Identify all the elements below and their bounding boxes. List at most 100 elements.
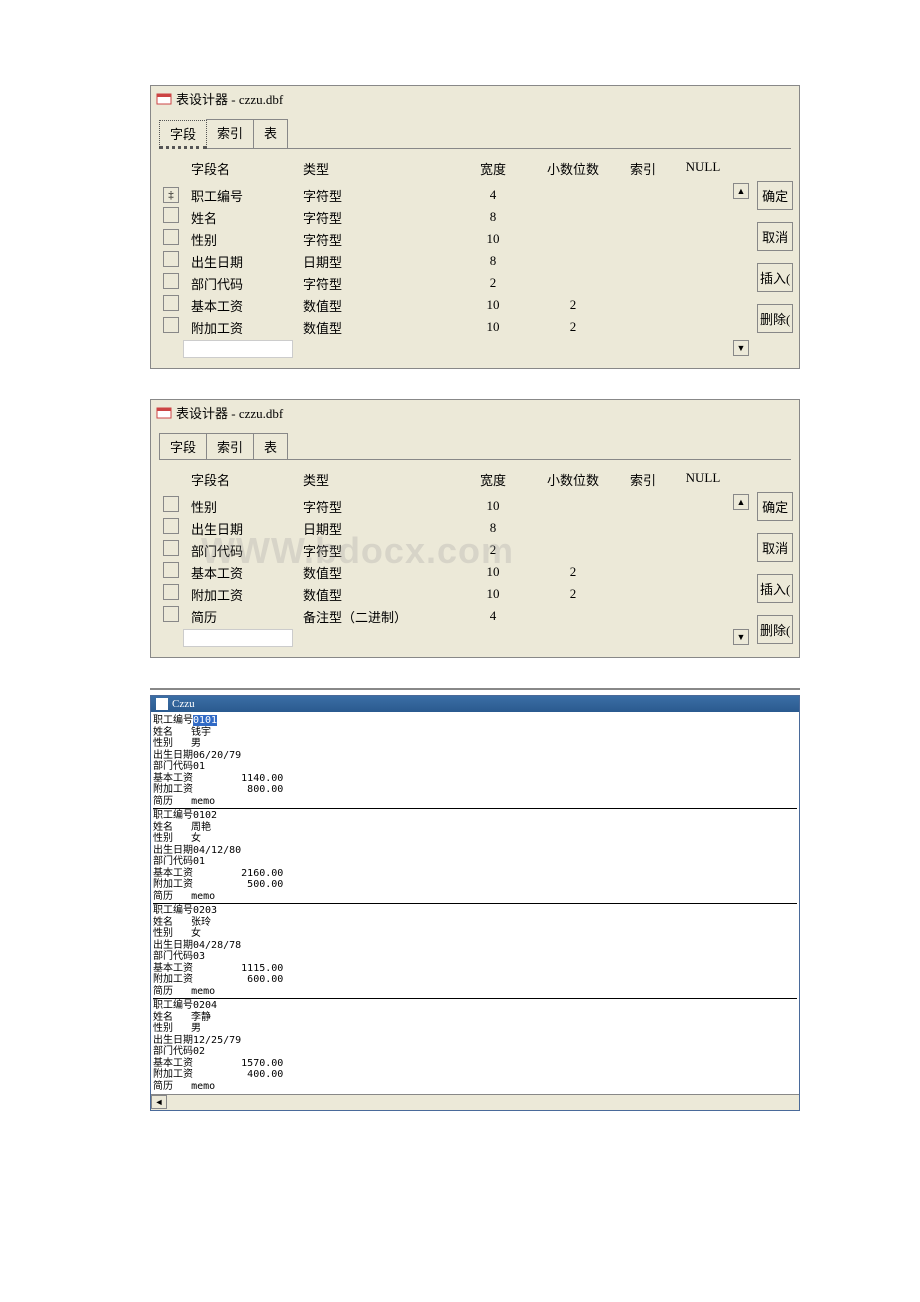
field-width-cell[interactable]: 10 (453, 297, 533, 313)
new-field-input[interactable] (183, 340, 293, 358)
row-handle[interactable] (159, 518, 183, 538)
field-name-cell[interactable]: 部门代码 (183, 274, 303, 293)
field-dec-cell[interactable]: 2 (533, 297, 613, 313)
empty-field-row[interactable] (159, 627, 733, 649)
row-handle[interactable] (159, 562, 183, 582)
row-handle[interactable] (159, 207, 183, 227)
field-name-cell[interactable]: 基本工资 (183, 296, 303, 315)
field-row[interactable]: ‡职工编号字符型4 (159, 184, 733, 206)
field-width-cell[interactable]: 8 (453, 253, 533, 269)
row-handle[interactable] (159, 496, 183, 516)
cancel-button[interactable]: 取消 (757, 533, 793, 562)
field-row[interactable]: 部门代码字符型2 (159, 539, 733, 561)
scroll-up-button[interactable]: ▲ (733, 494, 749, 510)
cancel-button[interactable]: 取消 (757, 222, 793, 251)
field-type-cell[interactable]: 字符型 (303, 230, 453, 249)
field-type-cell[interactable]: 数值型 (303, 585, 453, 604)
row-handle[interactable] (159, 317, 183, 337)
field-name-cell[interactable]: 简历 (183, 607, 303, 626)
field-type-cell[interactable]: 备注型（二进制） (303, 607, 453, 626)
empty-field-row[interactable] (159, 338, 733, 360)
field-width-cell[interactable]: 10 (453, 231, 533, 247)
browse-record[interactable]: 职工编号0102姓名 周艳性别 女出生日期04/12/80部门代码01基本工资 … (153, 808, 797, 902)
browse-record[interactable]: 职工编号0203姓名 张玲性别 女出生日期04/28/78部门代码03基本工资 … (153, 903, 797, 997)
row-handle[interactable] (159, 584, 183, 604)
browse-record[interactable]: 职工编号0101姓名 钱宇性别 男出生日期06/20/79部门代码01基本工资 … (153, 714, 797, 807)
field-width-cell[interactable]: 10 (453, 319, 533, 335)
tab-table[interactable]: 表 (253, 119, 288, 148)
field-width-cell[interactable]: 10 (453, 564, 533, 580)
delete-button[interactable]: 删除( (757, 615, 793, 644)
row-handle[interactable] (159, 251, 183, 271)
field-name-cell[interactable]: 附加工资 (183, 318, 303, 337)
field-type-cell[interactable]: 字符型 (303, 274, 453, 293)
field-type-cell[interactable]: 数值型 (303, 296, 453, 315)
insert-button[interactable]: 插入( (757, 574, 793, 603)
field-row[interactable]: 性别字符型10 (159, 228, 733, 250)
field-name-cell[interactable]: 职工编号 (183, 186, 303, 205)
field-width-cell[interactable]: 10 (453, 586, 533, 602)
field-dec-cell[interactable]: 2 (533, 564, 613, 580)
scroll-up-button[interactable]: ▲ (733, 183, 749, 199)
tab-fields[interactable]: 字段 (159, 433, 207, 459)
field-width-cell[interactable]: 10 (453, 498, 533, 514)
insert-button[interactable]: 插入( (757, 263, 793, 292)
field-width-cell[interactable]: 8 (453, 520, 533, 536)
field-name-cell[interactable]: 性别 (183, 230, 303, 249)
table-designer-panel-1: 表设计器 - czzu.dbf 字段 索引 表 字段名 类型 宽度 小数位数 索… (150, 85, 800, 369)
field-width-cell[interactable]: 4 (453, 608, 533, 624)
field-width-cell[interactable]: 8 (453, 209, 533, 225)
scroll-down-button[interactable]: ▼ (733, 340, 749, 356)
field-width-cell[interactable]: 2 (453, 542, 533, 558)
field-type-cell[interactable]: 数值型 (303, 563, 453, 582)
browse-title-bar: Czzu (151, 696, 799, 712)
delete-button[interactable]: 删除( (757, 304, 793, 333)
field-type-cell[interactable]: 日期型 (303, 252, 453, 271)
row-handle[interactable] (159, 229, 183, 249)
field-type-cell[interactable]: 字符型 (303, 186, 453, 205)
field-name-cell[interactable]: 附加工资 (183, 585, 303, 604)
field-name-cell[interactable]: 姓名 (183, 208, 303, 227)
field-row[interactable]: 附加工资数值型102 (159, 316, 733, 338)
row-handle[interactable] (159, 273, 183, 293)
scroll-left-button[interactable]: ◄ (151, 1095, 167, 1109)
field-row[interactable]: 部门代码字符型2 (159, 272, 733, 294)
field-type-cell[interactable]: 数值型 (303, 318, 453, 337)
field-name-cell[interactable]: 出生日期 (183, 519, 303, 538)
field-type-cell[interactable]: 字符型 (303, 541, 453, 560)
field-row[interactable]: 姓名字符型8 (159, 206, 733, 228)
field-type-cell[interactable]: 字符型 (303, 208, 453, 227)
field-row[interactable]: 基本工资数值型102 (159, 294, 733, 316)
row-handle[interactable] (159, 540, 183, 560)
field-dec-cell[interactable]: 2 (533, 319, 613, 335)
tab-index[interactable]: 索引 (206, 119, 254, 148)
field-row[interactable]: 附加工资数值型102 (159, 583, 733, 605)
field-name-cell[interactable]: 性别 (183, 497, 303, 516)
ok-button[interactable]: 确定 (757, 492, 793, 521)
field-name-cell[interactable]: 基本工资 (183, 563, 303, 582)
field-row[interactable]: 出生日期日期型8 (159, 250, 733, 272)
row-handle[interactable] (159, 295, 183, 315)
tab-fields[interactable]: 字段 (159, 120, 207, 149)
scroll-down-button[interactable]: ▼ (733, 629, 749, 645)
field-width-cell[interactable]: 4 (453, 187, 533, 203)
new-field-input[interactable] (183, 629, 293, 647)
field-dec-cell[interactable]: 2 (533, 586, 613, 602)
row-handle[interactable] (159, 606, 183, 626)
browse-record[interactable]: 职工编号0204姓名 李静性别 男出生日期12/25/79部门代码02基本工资 … (153, 998, 797, 1092)
field-width-cell[interactable]: 2 (453, 275, 533, 291)
horizontal-scrollbar[interactable]: ◄ (151, 1094, 799, 1110)
field-type-cell[interactable]: 日期型 (303, 519, 453, 538)
field-name-cell[interactable]: 出生日期 (183, 252, 303, 271)
field-row[interactable]: 出生日期日期型8 (159, 517, 733, 539)
row-handle[interactable]: ‡ (159, 187, 183, 203)
tab-table[interactable]: 表 (253, 433, 288, 459)
field-rows: ‡职工编号字符型4姓名字符型8性别字符型10出生日期日期型8部门代码字符型2基本… (159, 184, 733, 360)
field-name-cell[interactable]: 部门代码 (183, 541, 303, 560)
field-row[interactable]: 简历备注型（二进制）4 (159, 605, 733, 627)
tab-index[interactable]: 索引 (206, 433, 254, 459)
field-row[interactable]: 性别字符型10 (159, 495, 733, 517)
ok-button[interactable]: 确定 (757, 181, 793, 210)
field-type-cell[interactable]: 字符型 (303, 497, 453, 516)
field-row[interactable]: 基本工资数值型102 (159, 561, 733, 583)
